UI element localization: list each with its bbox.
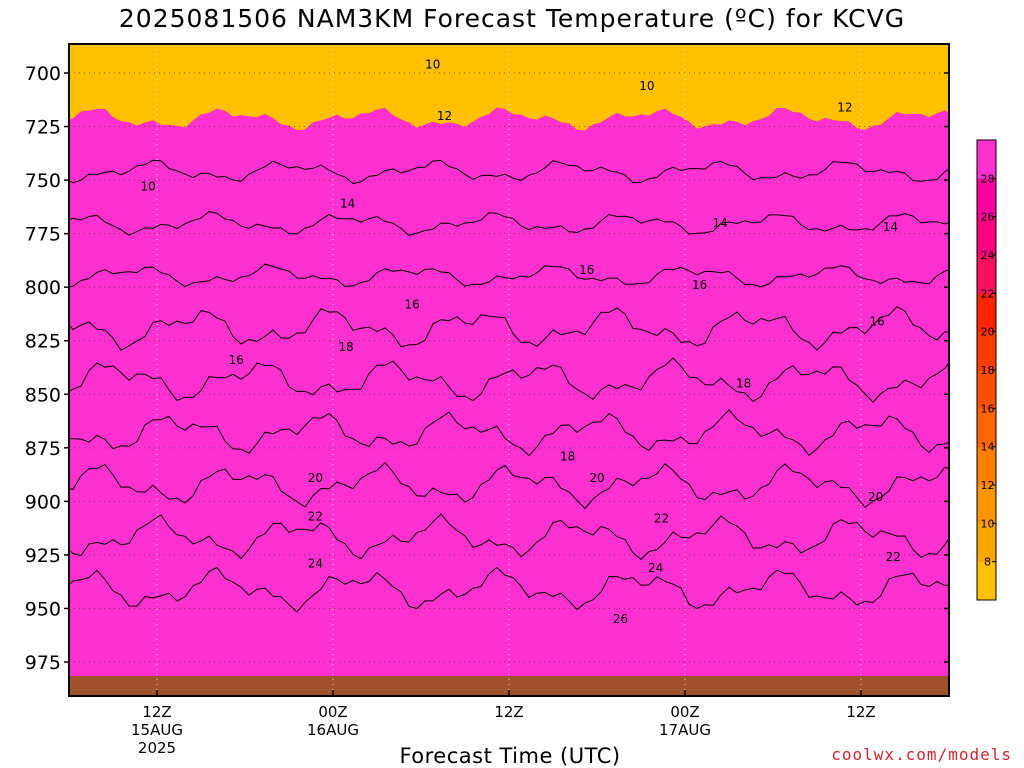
colorbar-label: 10 [981, 517, 995, 530]
colorbar-swatch [977, 370, 996, 409]
colorbar-swatch [977, 216, 996, 256]
colorbar-swatch [977, 331, 996, 371]
contour-label: 24 [308, 556, 323, 570]
colorbar-swatch [977, 408, 996, 448]
contour-label: 16 [405, 297, 420, 311]
contour-label: 24 [648, 561, 663, 575]
contour-label: 20 [589, 471, 604, 485]
x-tick-label: 2025 [138, 739, 176, 757]
contour-label: 20 [868, 490, 883, 504]
contour-label: 18 [560, 449, 575, 463]
colorbar-swatch [977, 293, 996, 333]
colorbar-swatch [977, 561, 996, 601]
contour-label: 14 [713, 216, 728, 230]
x-tick-label: 12Z [846, 703, 875, 721]
contour-label: 18 [736, 377, 751, 391]
isotherm-line [69, 462, 949, 510]
colorbar-swatch [977, 523, 996, 563]
y-tick-label: 875 [25, 438, 61, 460]
colorbar-label: 8 [984, 556, 991, 569]
isotherm-line [69, 263, 949, 288]
x-tick-label: 16AUG [307, 721, 359, 739]
contour-label: 26 [613, 612, 628, 626]
colorbar-label: 28 [981, 172, 995, 185]
colorbar-label: 20 [981, 326, 995, 339]
colorbar-label: 22 [981, 287, 995, 300]
colorbar-label: 14 [981, 441, 995, 454]
colorbar-swatch [977, 446, 996, 486]
y-tick-label: 775 [25, 224, 61, 246]
contour-label: 10 [141, 180, 156, 194]
y-tick-label: 975 [25, 652, 61, 674]
contour-label: 18 [339, 340, 354, 354]
colorbar-swatch [977, 178, 996, 218]
colorbar-label: 18 [981, 364, 995, 377]
colorbar-swatch [977, 255, 996, 294]
temperature-band [69, 107, 949, 696]
colorbar-label: 16 [981, 402, 995, 415]
isotherm-line [69, 513, 949, 561]
contour-label: 22 [308, 509, 323, 523]
colorbar-label: 26 [981, 211, 995, 224]
y-tick-label: 800 [25, 277, 61, 299]
x-axis-title: Forecast Time (UTC) [399, 744, 621, 768]
colorbar-label: 24 [981, 249, 995, 262]
y-tick-label: 825 [25, 331, 61, 353]
y-tick-label: 850 [25, 384, 61, 406]
colorbar-swatch [977, 140, 996, 179]
contour-label: 14 [883, 220, 898, 234]
isotherm-line [69, 211, 949, 236]
x-tick-label: 00Z [670, 703, 699, 721]
contour-label: 12 [837, 100, 852, 114]
isotherm-line [69, 566, 949, 613]
isotherm-line [69, 357, 949, 404]
isotherm-line [69, 409, 949, 457]
y-tick-label: 925 [25, 545, 61, 567]
x-tick-label: 17AUG [659, 721, 711, 739]
contour-label: 10 [639, 79, 654, 93]
isotherm-line [69, 159, 949, 185]
contour-label: 10 [425, 57, 440, 71]
contour-label: 16 [869, 314, 884, 328]
y-tick-label: 750 [25, 170, 61, 192]
contour-label: 12 [437, 109, 452, 123]
contour-label: 16 [229, 353, 244, 367]
credit-link[interactable]: coolwx.com/models [831, 745, 1012, 764]
y-tick-label: 700 [25, 63, 61, 85]
ground-surface [69, 676, 949, 696]
colorbar-label: 12 [981, 479, 995, 492]
y-tick-label: 950 [25, 598, 61, 620]
x-tick-label: 00Z [318, 703, 347, 721]
x-tick-label: 12Z [494, 703, 523, 721]
contour-label: 14 [340, 197, 355, 211]
colorbar-swatch [977, 485, 996, 524]
chart-title: 2025081506 NAM3KM Forecast Temperature (… [118, 4, 906, 33]
y-tick-label: 725 [25, 117, 61, 139]
contour-label: 22 [886, 550, 901, 564]
y-tick-label: 900 [25, 491, 61, 513]
x-tick-label: 12Z [142, 703, 171, 721]
contour-label: 22 [654, 511, 669, 525]
x-tick-label: 15AUG [131, 721, 183, 739]
isotherm-line [69, 305, 949, 351]
contour-label: 16 [579, 263, 594, 277]
contour-label: 20 [308, 471, 323, 485]
contour-label: 16 [692, 278, 707, 292]
